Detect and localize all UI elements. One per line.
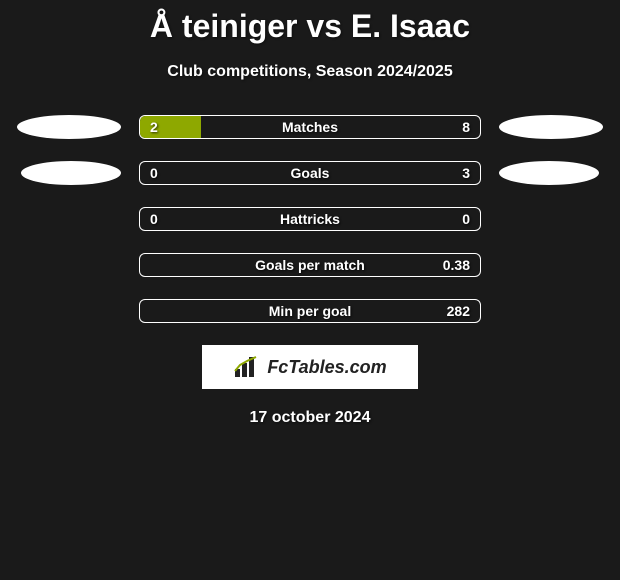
page-subtitle: Club competitions, Season 2024/2025 — [0, 63, 620, 81]
stat-bar: 0 Goals 3 — [139, 161, 481, 185]
player-right-avatar — [499, 161, 599, 185]
brand-name: FcTables.com — [267, 357, 386, 378]
stat-label: Matches — [282, 119, 338, 135]
stat-bar: 0 Hattricks 0 — [139, 207, 481, 231]
spacer — [17, 253, 121, 277]
spacer — [499, 253, 603, 277]
value-right: 282 — [447, 303, 470, 319]
spacer — [17, 299, 121, 323]
stats-container: 2 Matches 8 0 Goals 3 0 Hattricks 0 Goals per mat… — [0, 115, 620, 323]
spacer — [17, 207, 121, 231]
value-left: 2 — [150, 119, 158, 135]
stat-label: Goals — [291, 165, 330, 181]
value-right: 0.38 — [443, 257, 470, 273]
spacer — [499, 299, 603, 323]
value-left: 0 — [150, 211, 158, 227]
stat-bar: 2 Matches 8 — [139, 115, 481, 139]
player-left-avatar — [21, 161, 121, 185]
stat-row: 0 Goals 3 — [0, 161, 620, 185]
player-left-avatar — [17, 115, 121, 139]
stat-bar: Min per goal 282 — [139, 299, 481, 323]
spacer — [499, 207, 603, 231]
stat-row: Goals per match 0.38 — [0, 253, 620, 277]
stat-row: 2 Matches 8 — [0, 115, 620, 139]
value-right: 8 — [462, 119, 470, 135]
value-right: 3 — [462, 165, 470, 181]
date-label: 17 october 2024 — [0, 409, 620, 427]
stat-row: 0 Hattricks 0 — [0, 207, 620, 231]
chart-icon — [233, 355, 261, 379]
value-left: 0 — [150, 165, 158, 181]
brand-logo[interactable]: FcTables.com — [202, 345, 418, 389]
page-title: Å teiniger vs E. Isaac — [0, 0, 620, 45]
stat-label: Goals per match — [255, 257, 365, 273]
stat-label: Min per goal — [269, 303, 351, 319]
player-right-avatar — [499, 115, 603, 139]
stat-row: Min per goal 282 — [0, 299, 620, 323]
stat-label: Hattricks — [280, 211, 340, 227]
value-right: 0 — [462, 211, 470, 227]
stat-bar: Goals per match 0.38 — [139, 253, 481, 277]
